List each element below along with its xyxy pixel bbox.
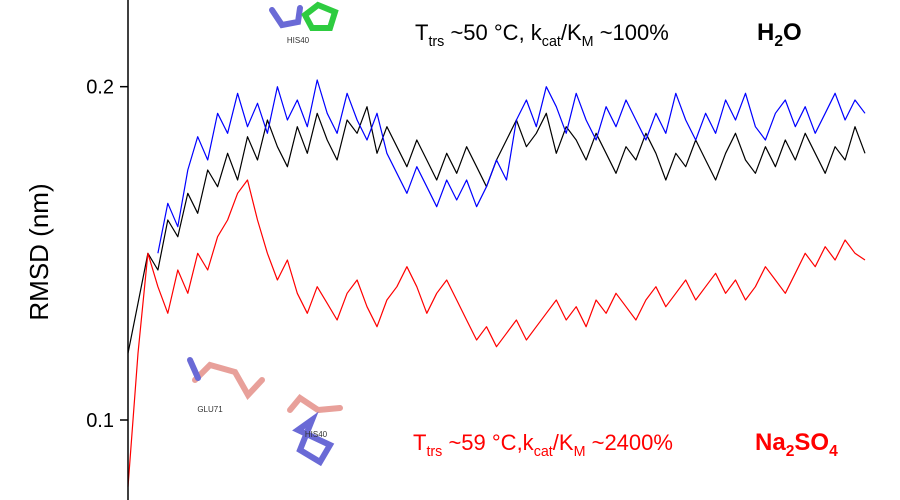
data-line <box>127 179 866 487</box>
annotation-text: ~50 °C, k <box>444 20 542 45</box>
y-tick-label: 0.2 <box>86 77 114 99</box>
annotation-text: Na <box>755 429 786 456</box>
annotation-subscript: M <box>582 34 594 50</box>
annotation: Na2SO4 <box>755 429 838 460</box>
residue-label: HIS40 <box>305 430 328 439</box>
annotation-subscript: 2 <box>786 443 795 460</box>
y-axis-label: RMSD (nm) <box>24 183 54 320</box>
y-tick-label: 0.1 <box>86 410 114 432</box>
annotation: Ttrs ~59 °C,kcat/KM ~2400% <box>413 430 673 460</box>
annotation-subscript: 2 <box>774 33 783 50</box>
residue-label: HIS40 <box>287 36 310 45</box>
annotation-subscript: cat <box>534 444 553 460</box>
annotation-subscript: trs <box>428 34 444 50</box>
data-line <box>157 79 866 254</box>
annotation-text: /K <box>553 430 574 455</box>
annotation-text: ~59 °C,k <box>442 430 534 455</box>
annotation: Ttrs ~50 °C, kcat/KM ~100% <box>415 20 669 50</box>
annotation-subscript: cat <box>542 34 561 50</box>
annotation-text: T <box>415 20 428 45</box>
annotation-text: /K <box>561 20 582 45</box>
annotation-subscript: 4 <box>829 443 838 460</box>
residue-label: GLU71 <box>197 405 223 414</box>
annotation-text: T <box>413 430 426 455</box>
annotation: H2O <box>757 19 802 50</box>
annotation-text: ~2400% <box>585 430 672 455</box>
annotation-subscript: M <box>574 444 586 460</box>
annotation-text: O <box>783 19 802 46</box>
annotation-subscript: trs <box>426 444 442 460</box>
molecule <box>187 1 343 467</box>
annotation-text: ~100% <box>594 20 669 45</box>
annotation-text: H <box>757 19 774 46</box>
annotation-text: SO <box>794 429 829 456</box>
data-line <box>127 106 866 354</box>
